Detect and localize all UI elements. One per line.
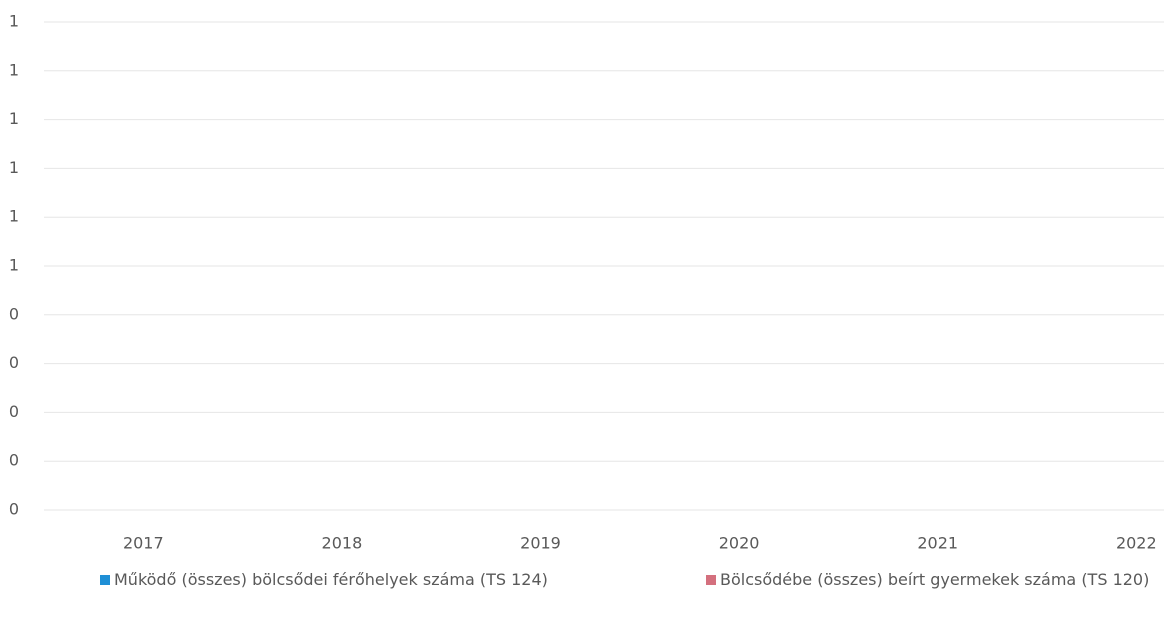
- y-tick-label: 1: [9, 158, 19, 177]
- x-tick-label: 2022: [1116, 534, 1157, 553]
- y-tick-label: 1: [9, 12, 19, 31]
- y-tick-label: 0: [9, 451, 19, 470]
- legend-label: Bölcsődébe (összes) beírt gyermekek szám…: [720, 570, 1150, 589]
- y-tick-label: 1: [9, 207, 19, 226]
- x-tick-label: 2020: [719, 534, 760, 553]
- x-tick-label: 2021: [917, 534, 958, 553]
- y-tick-label: 0: [9, 500, 19, 519]
- x-tick-label: 2017: [123, 534, 164, 553]
- y-tick-label: 0: [9, 402, 19, 421]
- legend-swatch: [706, 575, 716, 585]
- y-tick-label: 1: [9, 256, 19, 275]
- x-tick-label: 2019: [520, 534, 561, 553]
- y-tick-label: 1: [9, 60, 19, 79]
- y-tick-label: 0: [9, 353, 19, 372]
- y-tick-label: 1: [9, 109, 19, 128]
- legend-swatch: [100, 575, 110, 585]
- y-tick-label: 0: [9, 304, 19, 323]
- legend-item: Működő (összes) bölcsődei férőhelyek szá…: [100, 568, 660, 592]
- legend-label: Működő (összes) bölcsődei férőhelyek szá…: [114, 570, 548, 589]
- x-tick-label: 2018: [322, 534, 363, 553]
- legend-item: Bölcsődébe (összes) beírt gyermekek szám…: [706, 568, 1156, 592]
